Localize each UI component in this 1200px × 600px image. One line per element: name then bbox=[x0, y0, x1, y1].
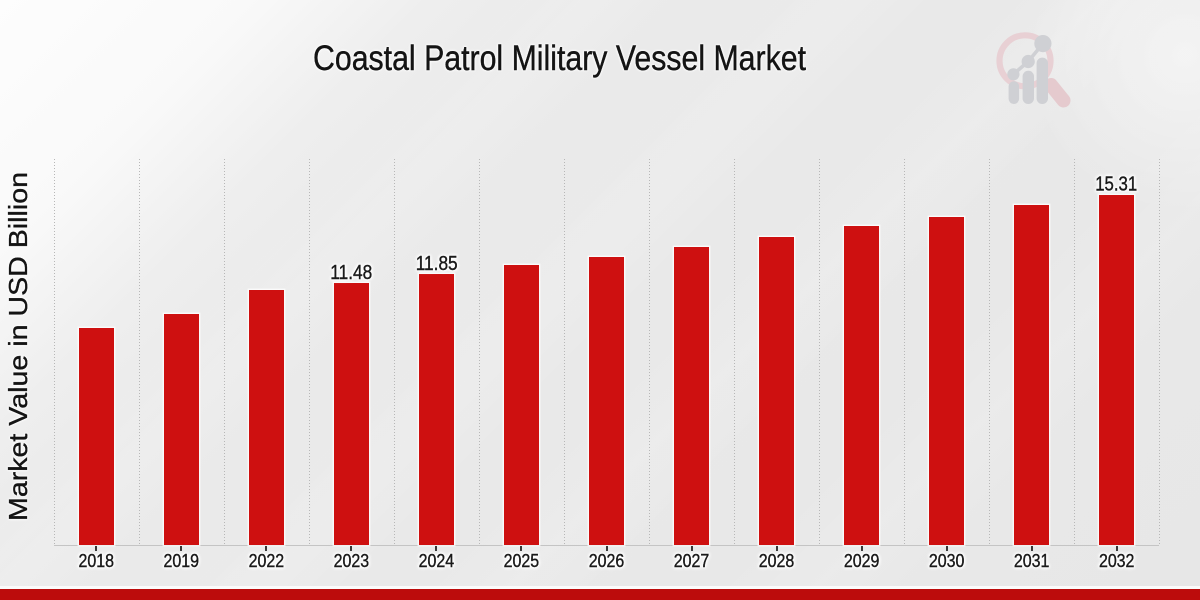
svg-text:2031: 2031 bbox=[1014, 551, 1050, 571]
svg-text:2024: 2024 bbox=[419, 551, 455, 571]
svg-text:2019: 2019 bbox=[164, 551, 200, 571]
svg-text:Coastal Patrol Military Vessel: Coastal Patrol Military Vessel Market bbox=[313, 39, 806, 78]
svg-text:2027: 2027 bbox=[674, 551, 710, 571]
svg-text:2022: 2022 bbox=[249, 551, 285, 571]
svg-text:2018: 2018 bbox=[79, 551, 115, 571]
svg-text:2026: 2026 bbox=[589, 551, 625, 571]
svg-text:2032: 2032 bbox=[1099, 551, 1135, 571]
svg-text:2025: 2025 bbox=[504, 551, 540, 571]
svg-text:11.85: 11.85 bbox=[416, 253, 458, 275]
svg-text:Market Value in USD Billion: Market Value in USD Billion bbox=[3, 172, 33, 521]
svg-text:2029: 2029 bbox=[844, 551, 880, 571]
svg-text:2030: 2030 bbox=[929, 551, 965, 571]
svg-text:2023: 2023 bbox=[334, 551, 370, 571]
svg-text:2028: 2028 bbox=[759, 551, 795, 571]
svg-text:15.31: 15.31 bbox=[1095, 174, 1137, 196]
svg-text:11.48: 11.48 bbox=[330, 262, 372, 284]
